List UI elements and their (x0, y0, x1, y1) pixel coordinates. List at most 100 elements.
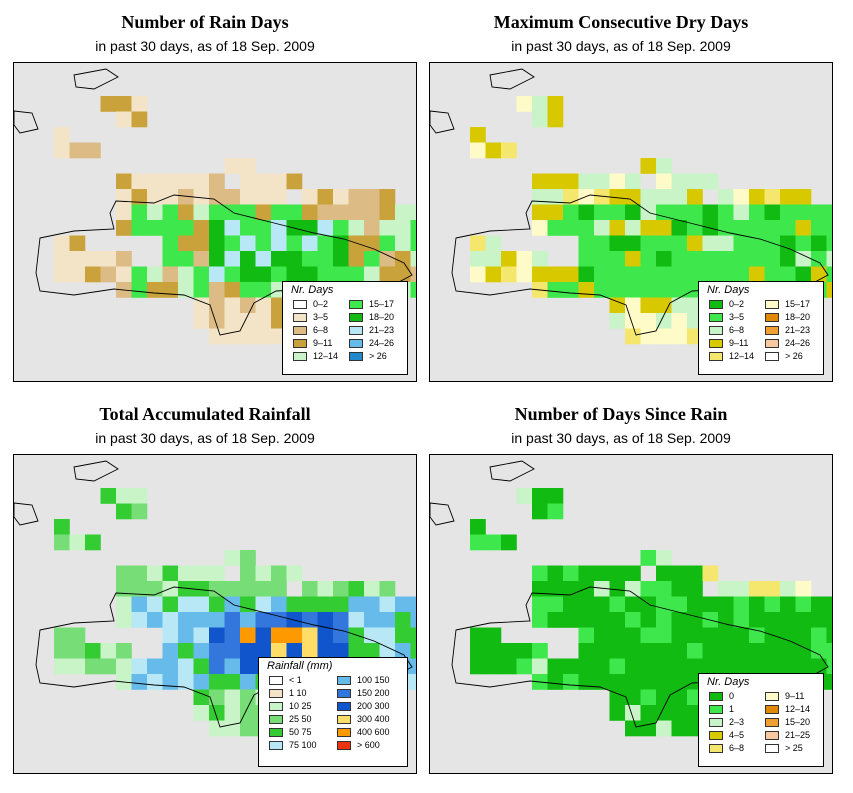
grid-cell (271, 266, 287, 283)
grid-cell (255, 627, 272, 644)
grid-cell (224, 328, 241, 345)
legend-entry: 1 10 (269, 688, 307, 699)
grid-cell (764, 612, 781, 628)
grid-cell (656, 220, 672, 236)
legend-entry: 0–2 (709, 299, 744, 310)
grid-cell (209, 297, 225, 314)
grid-cell (209, 596, 225, 613)
grid-cell (609, 612, 626, 628)
grid-cell (749, 612, 765, 628)
grid-cell (255, 189, 272, 205)
grid-cell (733, 581, 750, 597)
grid-cell (485, 627, 502, 644)
legend-label: 15–17 (369, 299, 395, 310)
grid-cell (780, 627, 796, 644)
grid-cell (271, 643, 287, 659)
grid-cell (131, 581, 148, 597)
legend-entry: 3–5 (293, 312, 328, 323)
grid-cell (764, 596, 781, 613)
grid-cell (116, 658, 132, 675)
grid-cell (54, 235, 70, 252)
grid-cell (780, 658, 796, 675)
grid-cell (224, 266, 241, 283)
grid-cell (255, 251, 272, 267)
grid-cell (240, 235, 256, 252)
grid-cell (656, 643, 672, 659)
legend-entry: < 1 (269, 675, 302, 686)
grid-cell (317, 643, 334, 659)
grid-cell (578, 612, 595, 628)
legend-title: Rainfall (mm) (267, 660, 333, 672)
grid-cell (826, 658, 832, 675)
grid-cell (749, 658, 765, 675)
grid-cell (656, 204, 672, 221)
grid-cell (224, 720, 241, 737)
grid-cell (640, 720, 657, 737)
grid-cell (286, 235, 303, 252)
grid-cell (317, 596, 334, 613)
grid-cell (578, 674, 595, 690)
grid-cell (470, 142, 486, 159)
legend-entry: 100 150 (337, 675, 390, 686)
grid-cell (578, 220, 595, 236)
grid-cell (116, 612, 132, 628)
grid-cell (147, 282, 163, 298)
grid-cell (209, 720, 225, 737)
legend-swatch (337, 728, 351, 738)
grid-cell (224, 581, 241, 597)
grid-cell (286, 565, 303, 582)
grid-cell (240, 220, 256, 236)
grid-cell (780, 596, 796, 613)
grid-cell (209, 235, 225, 252)
grid-cell (317, 627, 334, 644)
grid-cell (687, 627, 703, 644)
coastline (489, 68, 535, 90)
grid-cell (764, 251, 781, 267)
grid-cell (116, 220, 132, 236)
legend-entry: 12–14 (765, 704, 810, 715)
grid-cell (640, 158, 657, 174)
grid-cell (470, 266, 486, 283)
grid-cell (379, 204, 396, 221)
grid-cell (532, 488, 548, 504)
grid-cell (656, 282, 672, 298)
map-rainfall: Rainfall (mm) < 1 1 10 10 25 25 50 50 75 75 1… (13, 454, 417, 774)
grid-cell (193, 643, 210, 659)
grid-cell (625, 235, 641, 252)
grid-cell (749, 251, 765, 267)
legend-entry: 25 50 (269, 714, 312, 725)
legend: Nr. Days 0–2 3–5 6–8 9–11 12–14 15–17 18–20 21–… (698, 281, 824, 375)
grid-cell (687, 204, 703, 221)
grid-cell (547, 111, 564, 128)
grid-cell (671, 282, 688, 298)
grid-cell (733, 612, 750, 628)
grid-cell (733, 643, 750, 659)
grid-cell (609, 235, 626, 252)
grid-cell (410, 251, 416, 267)
legend-swatch (293, 352, 307, 362)
map-dry-days: Nr. Days 0–2 3–5 6–8 9–11 12–14 15–17 18–20 21–… (429, 62, 833, 382)
grid-cell (193, 627, 210, 644)
grid-cell (826, 204, 832, 221)
grid-cell (470, 251, 486, 267)
grid-cell (410, 674, 416, 690)
grid-cell (718, 612, 734, 628)
grid-cell (563, 282, 579, 298)
grid-cell (811, 235, 827, 252)
grid-cell (532, 111, 548, 128)
grid-cell (532, 503, 548, 520)
map-rain-days: Nr. Days 0–2 3–5 6–8 9–11 12–14 15–17 18–20 21–… (13, 62, 417, 382)
grid-cell (224, 189, 241, 205)
grid-cell (302, 204, 318, 221)
grid-cell (178, 581, 194, 597)
grid-cell (547, 658, 564, 675)
legend-swatch (765, 352, 779, 362)
grid-cell (547, 220, 564, 236)
grid-cell (671, 658, 688, 675)
grid-cell (516, 643, 533, 659)
grid-cell (209, 282, 225, 298)
grid-cell (578, 204, 595, 221)
legend-swatch (269, 702, 283, 712)
grid-cell (147, 220, 163, 236)
grid-cell (255, 313, 272, 329)
